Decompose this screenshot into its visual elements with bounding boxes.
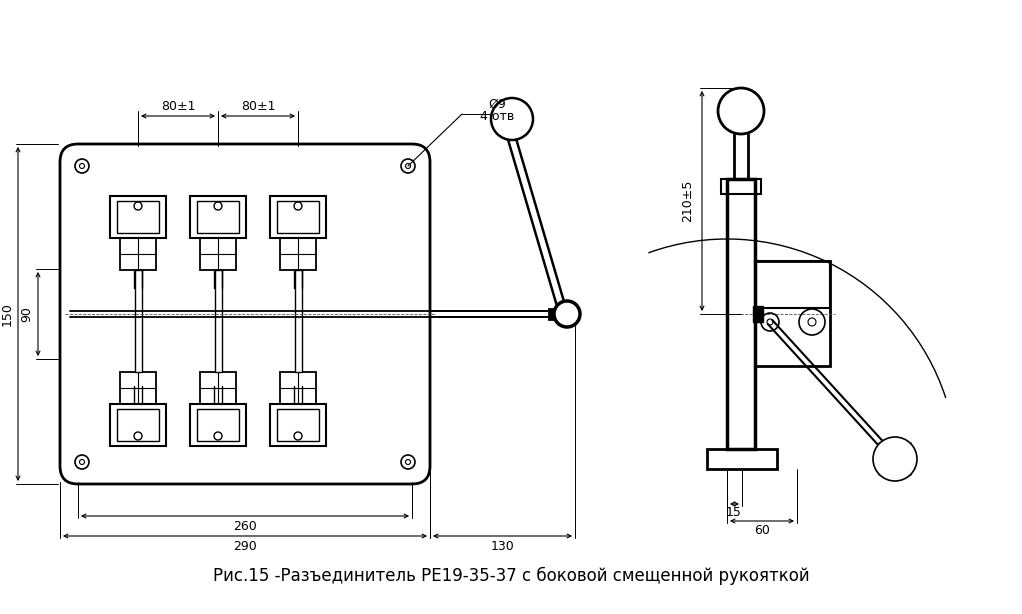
Text: 4 отв: 4 отв [480,109,514,123]
Text: 260: 260 [233,519,257,532]
Bar [110,404,166,446]
Text: Рис.15 -Разъединитель РЕ19-35-37 с боковой смещенной рукояткой: Рис.15 -Разъединитель РЕ19-35-37 с боков… [213,567,809,585]
Bar [117,201,159,233]
Bar [549,309,561,319]
Text: 60: 60 [754,524,770,537]
Bar [727,179,755,449]
Circle shape [554,301,580,327]
Bar [277,201,319,233]
Text: 150: 150 [0,302,13,326]
Bar [197,201,239,233]
Bar [120,238,156,270]
Bar [110,196,166,238]
Bar [721,179,761,194]
Circle shape [873,437,917,481]
Bar [707,449,777,469]
Bar [755,261,830,308]
Bar [190,404,246,446]
Circle shape [718,88,764,134]
Bar [200,238,236,270]
Bar [753,306,763,322]
Text: 80±1: 80±1 [160,99,195,112]
Bar [280,238,316,270]
Text: Ø9: Ø9 [489,98,506,111]
Bar [197,409,239,441]
Bar [280,372,316,404]
Bar [270,196,326,238]
Circle shape [491,98,533,140]
Bar [190,196,246,238]
Text: 80±1: 80±1 [241,99,275,112]
Text: 290: 290 [233,540,257,553]
Bar [270,404,326,446]
Bar [215,270,222,372]
Text: 15: 15 [726,507,742,519]
Text: 210±5: 210±5 [682,180,695,222]
Bar [135,270,141,372]
Text: 90: 90 [20,306,34,322]
Text: 130: 130 [491,540,514,553]
Bar [277,409,319,441]
FancyBboxPatch shape [60,144,430,484]
Bar [755,261,830,366]
Bar [200,372,236,404]
Bar [117,409,159,441]
Bar [294,270,301,372]
Bar [120,372,156,404]
